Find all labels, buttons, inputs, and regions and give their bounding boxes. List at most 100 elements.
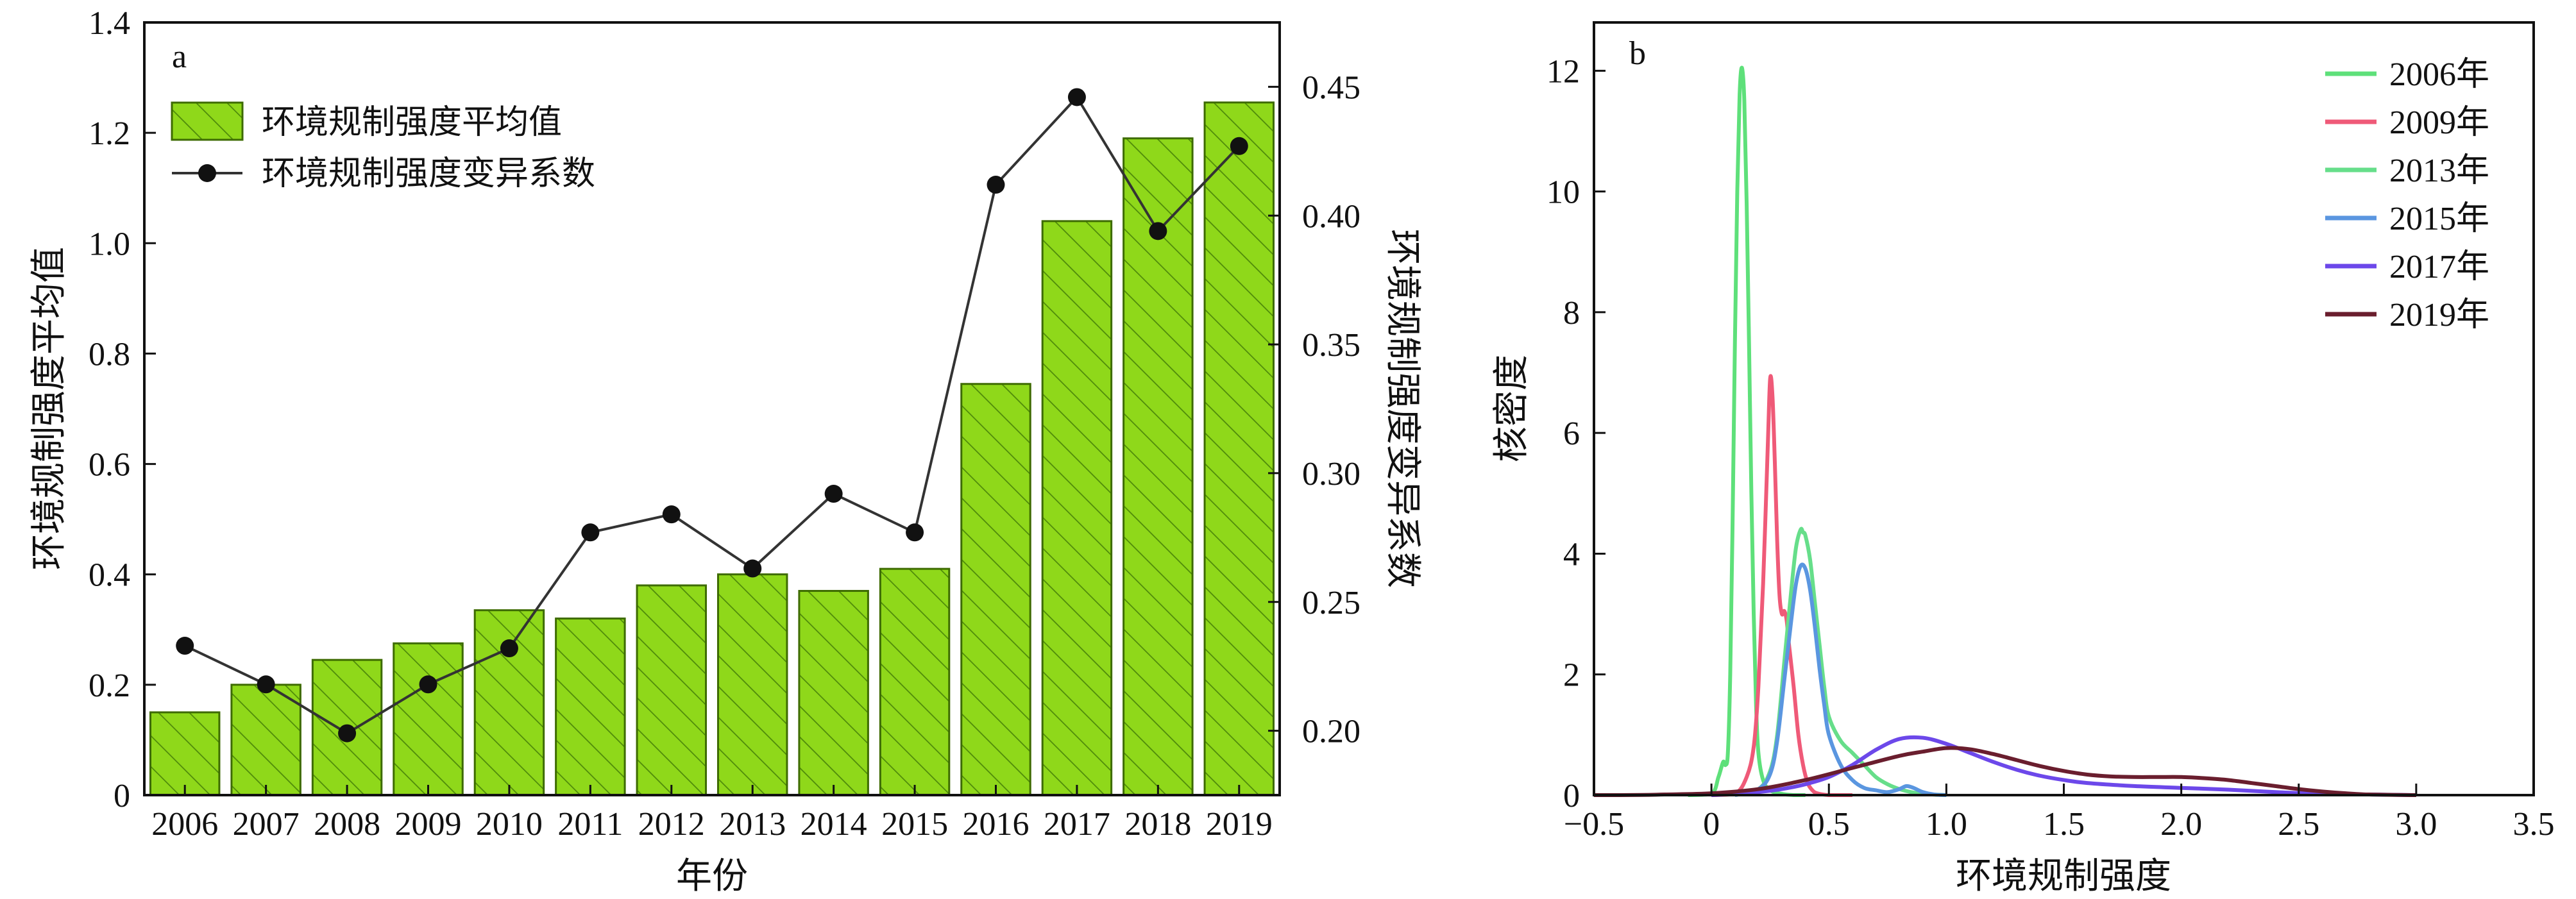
panel-a-y-axis-label-right: 环境规制强度变异系数 bbox=[1382, 229, 1422, 588]
panel-a-label: a bbox=[172, 38, 187, 75]
panel-b-label: b bbox=[1629, 35, 1646, 72]
point-2012 bbox=[662, 505, 681, 524]
x-tick-label-2009: 2009 bbox=[395, 806, 462, 843]
point-2013 bbox=[743, 559, 762, 578]
bar-2014 bbox=[798, 590, 869, 796]
bar-2010 bbox=[473, 609, 545, 796]
density-curve-2015年 bbox=[1734, 562, 1947, 797]
y-tick-label-right: 0.40 bbox=[1302, 198, 1360, 235]
y-tick-label: 6 bbox=[1563, 416, 1580, 452]
x-tick-label: 1.0 bbox=[1926, 806, 1967, 843]
y-tick-label-left: 0 bbox=[114, 778, 130, 814]
point-2008 bbox=[338, 724, 357, 743]
y-tick-label: 10 bbox=[1546, 174, 1580, 211]
y-tick-label-left: 0.2 bbox=[89, 668, 130, 704]
x-tick-label-2013: 2013 bbox=[719, 806, 786, 843]
panel-a-frame bbox=[143, 21, 1281, 796]
bar-2019 bbox=[1203, 101, 1275, 796]
panel-b-y-axis-label: 核密度 bbox=[1492, 355, 1532, 462]
y-tick-label-right: 0.35 bbox=[1302, 327, 1360, 364]
legend-label-bar: 环境规制强度平均值 bbox=[262, 105, 562, 141]
density-curve-2017年 bbox=[1711, 735, 2416, 797]
y-tick-label-left: 1.4 bbox=[89, 5, 130, 42]
y-tick-label-right: 0.45 bbox=[1302, 69, 1360, 106]
x-tick-label: 2.0 bbox=[2160, 806, 2202, 843]
bar-2007 bbox=[230, 684, 301, 796]
point-2007 bbox=[257, 675, 275, 694]
x-tick-label: −0.5 bbox=[1564, 806, 1624, 843]
x-tick-label: 3.5 bbox=[2513, 806, 2555, 843]
x-tick-label-2008: 2008 bbox=[314, 806, 380, 843]
point-2010 bbox=[500, 639, 518, 658]
x-tick-label-2010: 2010 bbox=[476, 806, 543, 843]
point-2017 bbox=[1067, 88, 1086, 106]
legend-label-2015年: 2015年 bbox=[2389, 201, 2489, 237]
panel-b-x-axis-label: 环境规制强度 bbox=[1956, 857, 2171, 896]
x-tick-label: 0 bbox=[1703, 806, 1720, 843]
bar-2006 bbox=[149, 711, 221, 796]
y-tick-label: 0 bbox=[1563, 778, 1580, 814]
x-tick-label: 0.5 bbox=[1808, 806, 1850, 843]
y-tick-label: 2 bbox=[1563, 657, 1580, 694]
density-curve-2013年 bbox=[1734, 526, 1947, 797]
legend-swatch-marker bbox=[198, 164, 216, 182]
bar-2016 bbox=[960, 383, 1031, 796]
legend-label-2017年: 2017年 bbox=[2389, 249, 2489, 285]
line-coefficient-of-variation bbox=[184, 95, 1241, 735]
panel-b-legend: 2006年 2009年 2013年 2015年 2017年 2019年 bbox=[2325, 56, 2489, 333]
y-tick-label-right: 0.30 bbox=[1302, 456, 1360, 492]
bar-2015 bbox=[879, 567, 951, 796]
panel-a-legend: 环境规制强度平均值 环境规制强度变异系数 bbox=[171, 101, 595, 192]
y-tick-label-left: 1.2 bbox=[89, 115, 130, 152]
y-tick-label-right: 0.25 bbox=[1302, 585, 1360, 621]
x-tick-label-2006: 2006 bbox=[151, 806, 218, 843]
x-tick-label-2007: 2007 bbox=[233, 806, 300, 843]
bar-2017 bbox=[1041, 220, 1113, 796]
point-2009 bbox=[419, 675, 437, 694]
panel-a-x-axis-label: 年份 bbox=[676, 857, 748, 896]
y-tick-label-left: 0.6 bbox=[89, 447, 130, 483]
bar-2011 bbox=[555, 618, 626, 796]
y-tick-label: 12 bbox=[1546, 53, 1580, 90]
x-tick-label-2016: 2016 bbox=[963, 806, 1030, 843]
y-tick-label-left: 0.4 bbox=[89, 557, 130, 594]
y-tick-label: 8 bbox=[1563, 295, 1580, 332]
density-curve-2006年 bbox=[1688, 65, 1806, 797]
legend-label-2019年: 2019年 bbox=[2389, 297, 2489, 333]
bar-2009 bbox=[393, 642, 464, 796]
bar-2013 bbox=[716, 573, 788, 796]
point-2011 bbox=[581, 523, 600, 542]
legend-label-2006年: 2006年 bbox=[2389, 56, 2489, 93]
point-2018 bbox=[1149, 222, 1167, 240]
x-tick-label-2014: 2014 bbox=[801, 806, 867, 843]
y-tick-label-left: 1.0 bbox=[89, 226, 130, 262]
point-2019 bbox=[1230, 137, 1248, 155]
x-tick-label-2017: 2017 bbox=[1044, 806, 1110, 843]
legend-swatch-bar bbox=[171, 101, 244, 141]
point-2015 bbox=[906, 523, 924, 542]
point-2016 bbox=[987, 176, 1005, 194]
x-tick-label-2015: 2015 bbox=[881, 806, 948, 843]
legend-label-line: 环境规制强度变异系数 bbox=[262, 156, 595, 192]
y-tick-label-right: 0.20 bbox=[1302, 714, 1360, 750]
x-tick-label: 2.5 bbox=[2278, 806, 2319, 843]
legend-label-2013年: 2013年 bbox=[2389, 153, 2489, 189]
x-tick-label-2011: 2011 bbox=[557, 806, 623, 843]
legend-label-2009年: 2009年 bbox=[2389, 105, 2489, 141]
bar-2018 bbox=[1123, 137, 1194, 796]
point-2006 bbox=[176, 637, 194, 655]
x-tick-label-2019: 2019 bbox=[1206, 806, 1273, 843]
panel-a-chart: 0 0.2 0.4 0.6 0.8 1.0 1.2 1.4 0.20 0.25 0.30 0.35 0… bbox=[30, 5, 1422, 896]
x-tick-label-2012: 2012 bbox=[638, 806, 705, 843]
density-curve-2019年 bbox=[1593, 746, 2416, 797]
panel-a-y-axis-label-left: 环境规制强度平均值 bbox=[30, 247, 69, 570]
bar-2012 bbox=[636, 584, 708, 796]
y-tick-label: 4 bbox=[1563, 536, 1580, 573]
x-tick-label-2018: 2018 bbox=[1124, 806, 1191, 843]
x-tick-label: 1.5 bbox=[2043, 806, 2085, 843]
x-tick-label: 3.0 bbox=[2395, 806, 2437, 843]
point-2014 bbox=[824, 485, 843, 503]
y-tick-label-left: 0.8 bbox=[89, 336, 130, 373]
